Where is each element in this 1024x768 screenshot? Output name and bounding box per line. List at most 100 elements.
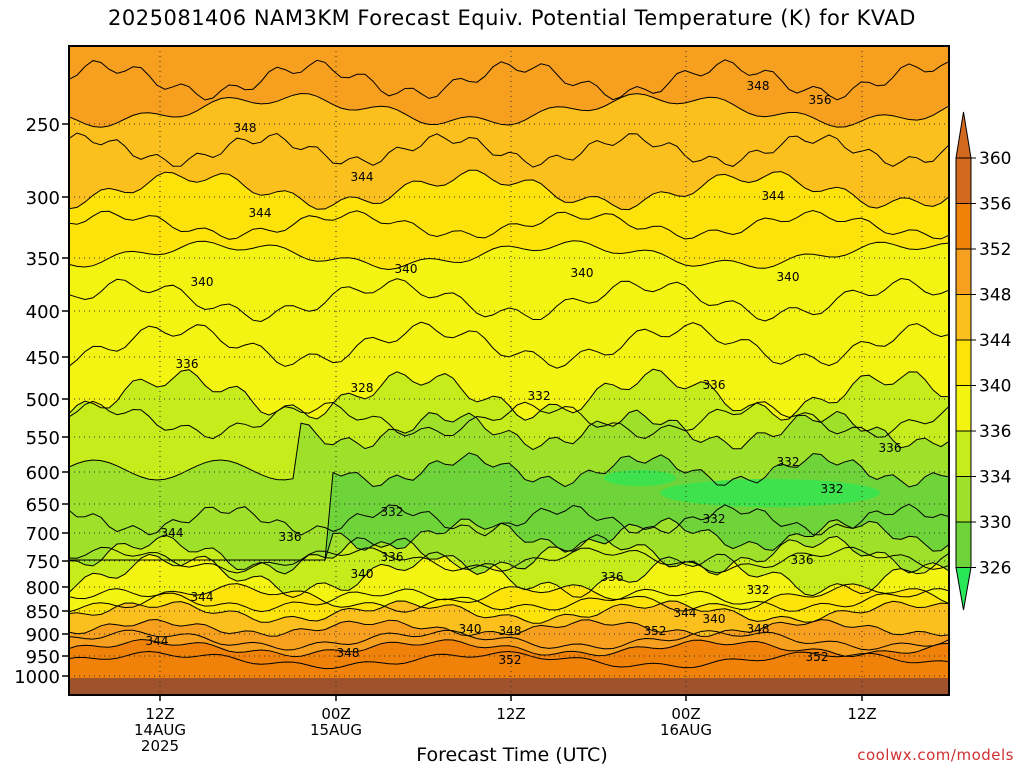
colorbar-label: 336	[979, 422, 1011, 442]
contour-label: 344	[249, 206, 272, 220]
contour-line	[69, 638, 949, 658]
contour-label: 348	[337, 646, 360, 660]
y-tick-label: 550	[26, 428, 60, 449]
y-tick-label: 800	[26, 578, 60, 599]
colorbar-segment	[955, 385, 972, 432]
ground-below-surface	[69, 678, 949, 695]
field-band-352	[69, 46, 949, 128]
contour-label: 340	[351, 567, 374, 581]
x-tick-label: 2025	[141, 737, 179, 755]
colorbar-segment	[955, 294, 972, 341]
colorbar-label: 360	[979, 149, 1011, 169]
y-tick-label: 750	[26, 552, 60, 573]
contour-label: 340	[395, 262, 418, 276]
colorbar-segment	[955, 476, 972, 523]
contour-line	[69, 583, 949, 613]
contour-line	[69, 618, 949, 637]
y-tick-label: 600	[26, 463, 60, 484]
contour-label: 328	[351, 381, 374, 395]
x-tick-label: 00Z	[321, 705, 350, 723]
contour-line	[69, 546, 949, 574]
contour-labels: 348 348 344 344 344 340 340 340 340 336 336 336 336 3…	[146, 79, 902, 667]
contour-label: 352	[644, 624, 667, 638]
y-tick-label: 450	[26, 348, 60, 369]
contour-line	[69, 321, 949, 369]
x-tick-label: 12Z	[847, 705, 876, 723]
contour-label: 336	[879, 441, 902, 455]
y-tick-label: 700	[26, 524, 60, 545]
contour-label: 332	[703, 512, 726, 526]
colorbar-label: 344	[979, 331, 1011, 351]
colorbar-label: 330	[979, 513, 1011, 533]
contour-line	[69, 409, 949, 481]
x-tick-label: 00Z	[671, 705, 700, 723]
colorbar-segment	[955, 430, 972, 477]
contour-line	[69, 400, 949, 440]
colorbar-segment	[955, 157, 972, 204]
contour-label: 344	[191, 590, 214, 604]
colorbar-label: 326	[979, 559, 1011, 579]
y-tick-label: 250	[26, 115, 60, 136]
contour-label: 352	[499, 653, 522, 667]
colorbar-label: 334	[979, 468, 1011, 488]
y-tick-label: 900	[26, 625, 60, 646]
contour-label: 348	[499, 624, 522, 638]
site-credit: coolwx.com/models	[857, 746, 1014, 764]
contour-line	[69, 650, 949, 670]
contour-label: 336	[703, 378, 726, 392]
contour-label: 344	[146, 634, 169, 648]
contour-label: 348	[747, 79, 770, 93]
plot-area	[69, 46, 949, 695]
contour-label: 332	[747, 583, 770, 597]
contour-label: 336	[176, 357, 199, 371]
contour-line	[69, 240, 949, 271]
x-axis-title: Forecast Time (UTC)	[416, 744, 608, 766]
x-tick-label: 16AUG	[660, 721, 712, 739]
contour-line	[69, 132, 949, 168]
y-tick-label: 500	[26, 390, 60, 411]
contour-line	[69, 629, 949, 651]
contour-label: 340	[571, 266, 594, 280]
y-tick-label: 300	[26, 188, 60, 209]
field-blob-328b	[604, 470, 676, 486]
colorbar-segment	[955, 203, 972, 250]
y-tick-label: 400	[26, 302, 60, 323]
contour-label: 344	[161, 526, 184, 540]
y-tick-label: 850	[26, 602, 60, 623]
contour-label: 336	[791, 553, 814, 567]
contour-label: 352	[806, 650, 829, 664]
contour-label: 336	[601, 570, 624, 584]
contour-label: 332	[821, 482, 844, 496]
contour-label: 340	[191, 275, 214, 289]
colorbar: 360 356 352 348 344 340 336 334 330 326	[955, 111, 1011, 611]
contour-label: 344	[762, 189, 785, 203]
colorbar-label: 356	[979, 195, 1011, 215]
contour-line	[69, 92, 949, 128]
contour-label: 332	[381, 505, 404, 519]
plot-frame	[68, 45, 950, 696]
x-tick-label: 14AUG	[134, 721, 186, 739]
contour-line	[69, 209, 949, 240]
contour-line	[69, 169, 949, 211]
y-tick-label: 350	[26, 249, 60, 270]
contour-label: 344	[351, 170, 374, 184]
contour-line	[69, 368, 949, 421]
contour-line	[69, 588, 949, 613]
colorbar-segment	[955, 339, 972, 386]
contour-label: 344	[674, 606, 697, 620]
contour-line	[69, 277, 949, 323]
x-tick-label: 12Z	[145, 705, 174, 723]
contour-label: 348	[234, 121, 257, 135]
colorbar-bottom-arrow	[955, 567, 972, 611]
contour-label: 336	[279, 530, 302, 544]
contour-label: 332	[528, 389, 551, 403]
contour-label: 356	[809, 93, 832, 107]
field-blob-328	[660, 479, 880, 507]
contour-label: 348	[747, 622, 770, 636]
y-tick-label: 1000	[14, 667, 60, 688]
contour-line	[69, 600, 949, 624]
colorbar-label: 340	[979, 377, 1011, 397]
colorbar-label: 348	[979, 286, 1011, 306]
